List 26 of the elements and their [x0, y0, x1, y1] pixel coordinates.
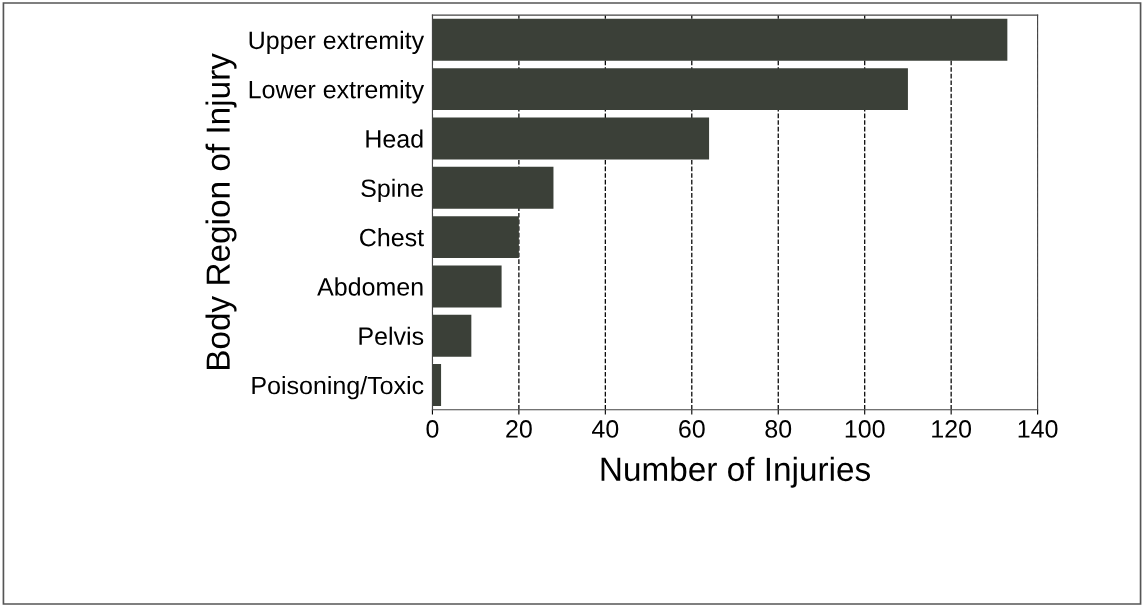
bar	[432, 314, 472, 357]
x-tick-label: 60	[679, 420, 705, 438]
x-tick-label: 140	[1018, 420, 1058, 438]
bar	[432, 216, 519, 259]
y-tick-label: Chest	[360, 228, 424, 247]
bar	[432, 364, 442, 407]
bar	[432, 18, 1008, 61]
y-tick-label: Lower extremity	[249, 80, 425, 104]
x-tick-label: 20	[506, 420, 532, 438]
y-axis-title: Body Region of Injury	[205, 53, 237, 370]
y-tick-label: Upper extremity	[249, 30, 425, 55]
bar	[432, 68, 908, 111]
y-tick-label: Pelvis	[359, 326, 424, 346]
x-tick-label: 40	[592, 420, 619, 438]
y-tick-label: Head	[366, 129, 423, 148]
x-tick-label: 120	[932, 420, 972, 438]
bar	[432, 117, 710, 160]
bar	[432, 166, 554, 209]
x-tick-label: 0	[426, 420, 439, 438]
y-tick-label: Spine	[361, 178, 423, 203]
y-tick-label: Poisoning/Toxic	[252, 376, 424, 400]
x-tick-label: 80	[765, 420, 792, 438]
x-tick-label: 100	[845, 420, 885, 438]
bar	[432, 265, 502, 308]
y-tick-label: Abdomen	[317, 277, 423, 296]
x-axis-title: Number of Injuries	[601, 456, 870, 488]
